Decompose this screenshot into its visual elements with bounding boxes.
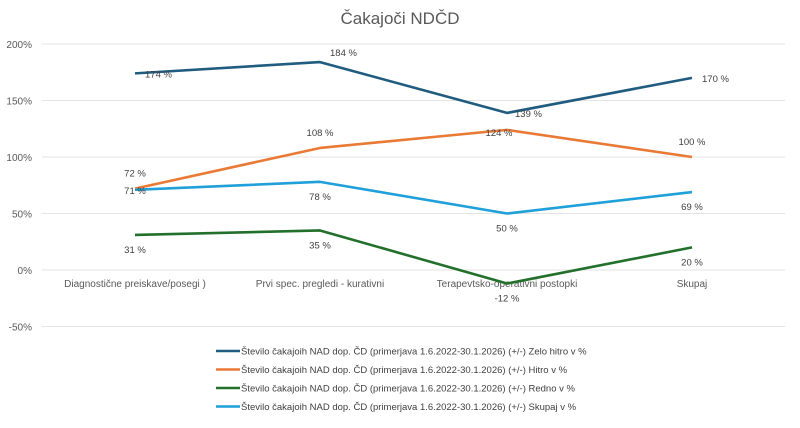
data-label: 78 %	[309, 192, 331, 203]
series-line-1	[134, 128, 693, 190]
y-tick-label: 50%	[12, 210, 32, 221]
data-label: 174 %	[145, 69, 172, 80]
data-label: 72 %	[124, 169, 146, 180]
legend-entry: Število čakajoih NAD dop. ČD (primerjava…	[241, 365, 568, 376]
data-label: 69 %	[681, 202, 703, 213]
x-tick-label: Prvi spec. pregledi - kurativni	[256, 279, 384, 290]
data-label: -12 %	[495, 294, 520, 305]
series-line-0	[134, 60, 693, 115]
series-line-3	[134, 180, 693, 215]
x-tick-label: Diagnostične preiskave/posegi )	[64, 279, 206, 290]
data-label: 139 %	[515, 109, 542, 120]
y-tick-label: 100%	[6, 153, 32, 164]
data-label: 71 %	[124, 186, 146, 197]
x-tick-label: Skupaj	[677, 279, 708, 290]
y-tick-label: 150%	[6, 97, 32, 108]
series-line-2	[134, 229, 693, 285]
y-tick-label: 200%	[6, 40, 32, 51]
legend-entry: Število čakajoih NAD dop. ČD (primerjava…	[241, 384, 576, 395]
y-tick-label: 0%	[18, 266, 33, 277]
data-label: 124 %	[486, 128, 513, 139]
y-tick-label: -50%	[9, 323, 32, 334]
legend-entry: Število čakajoih NAD dop. ČD (primerjava…	[241, 402, 577, 413]
legend-entry: Število čakajoih NAD dop. ČD (primerjava…	[241, 347, 587, 358]
data-label: 31 %	[124, 245, 146, 256]
data-label: 20 %	[681, 257, 703, 268]
data-label: 50 %	[496, 224, 518, 235]
data-label: 170 %	[702, 74, 729, 85]
data-label: 100 %	[679, 137, 706, 148]
data-label: 35 %	[309, 240, 331, 251]
chart-title: Čakajoči NDČD	[340, 9, 460, 28]
data-label: 184 %	[330, 48, 357, 59]
data-label: 108 %	[307, 128, 334, 139]
